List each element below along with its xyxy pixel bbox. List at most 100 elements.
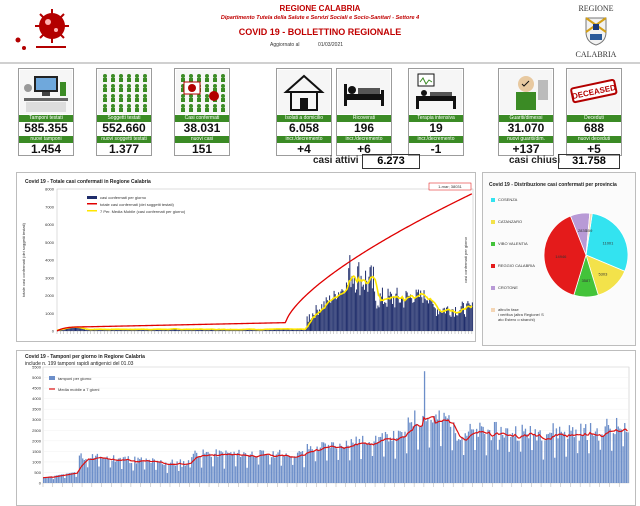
chart1-bar — [417, 289, 419, 331]
chart3-bar — [238, 449, 240, 483]
card-value: 19 — [429, 121, 443, 135]
card-value: 552.660 — [102, 121, 146, 135]
chart3-bar — [246, 467, 248, 483]
chart3-bar — [262, 450, 265, 483]
chart1-bar — [235, 329, 237, 331]
chart3-bar — [596, 428, 598, 483]
chart1-bar — [294, 329, 296, 331]
chart3-bar — [184, 465, 186, 483]
chart3-bar — [178, 470, 180, 483]
chart1-bar — [407, 295, 409, 331]
chart1-bar — [175, 329, 177, 331]
chart1-bar — [469, 304, 471, 331]
chart3-bar — [295, 457, 297, 483]
chart1-bar — [429, 298, 431, 331]
chart1-bar — [85, 329, 87, 331]
card-delta: 151 — [191, 142, 213, 156]
chart1-bar — [209, 329, 211, 331]
chart1-bar — [125, 329, 127, 331]
chart1-bar — [191, 329, 193, 331]
chart3-bar — [179, 459, 182, 483]
chart3-bar — [350, 439, 352, 483]
chart1-bar — [289, 329, 291, 331]
chart1-bar — [137, 329, 139, 331]
pie-slice-label: 359 — [586, 228, 593, 233]
chart1-bar — [172, 328, 174, 331]
chart1-bar — [425, 300, 427, 331]
chart3-bar — [355, 436, 357, 483]
chart3-bar — [521, 424, 523, 483]
chart3-bar — [91, 454, 94, 483]
chart3-bar — [235, 466, 237, 483]
chart1-bar — [180, 329, 182, 331]
chart1-bar — [116, 329, 118, 331]
chart3-bar — [480, 426, 483, 483]
chart3-legend-item: tamponi per giorno — [58, 376, 92, 381]
chart3-bar — [331, 442, 333, 483]
chart1-bar — [198, 329, 200, 331]
chart1-bar — [456, 315, 458, 331]
chart1-bar — [361, 286, 363, 331]
chart3-bar — [209, 453, 211, 483]
chart3-bar — [620, 429, 623, 483]
chart1-ytick-left: 2000 — [45, 293, 55, 298]
chart1-bar — [190, 329, 192, 331]
chart1-bar — [251, 329, 253, 331]
chart3-bar — [456, 440, 458, 483]
chart3-bar — [440, 446, 442, 483]
chart1-bar — [325, 297, 327, 331]
chart1-bar — [414, 298, 416, 331]
chart3-bar — [129, 463, 131, 483]
chart3-bar — [296, 452, 299, 483]
chart1-bar — [72, 327, 74, 331]
chart1-bar — [339, 294, 341, 331]
chart3-legend: tamponi per giorno Media mobile a 7 giorn… — [49, 376, 99, 392]
chart3-bar — [477, 436, 479, 483]
chart1-bar — [443, 307, 445, 331]
chart3-bar — [519, 451, 522, 483]
chart1-bar — [374, 291, 376, 331]
chart3-bar — [111, 460, 113, 483]
chart3-bar — [594, 431, 597, 483]
chart3-bar — [80, 453, 82, 483]
pie-slice-label: 5303 — [598, 272, 608, 277]
chart1-bar — [387, 288, 389, 331]
chart3-bar — [474, 450, 476, 483]
legend-swatch — [87, 203, 97, 205]
chart3-bar — [127, 456, 129, 483]
chart1-bar — [437, 309, 439, 331]
chart1-bar — [357, 266, 359, 331]
deceased-stamp-icon: DECEASED — [568, 70, 620, 114]
chart1-bar — [320, 311, 322, 331]
chart3-bar — [156, 460, 159, 483]
chart1-bar — [410, 294, 412, 331]
chart3-bar — [379, 436, 382, 483]
pie-legend-item: CATANZARO — [498, 219, 522, 224]
chart3-bar — [619, 428, 621, 483]
chart1-bar — [353, 277, 355, 331]
chart3-bar — [493, 422, 496, 483]
kpi-card: Terapia intensiva 19 incr./decremento -1 — [408, 68, 464, 156]
chart3-bar — [461, 436, 463, 483]
chart3-bar — [344, 447, 346, 483]
chart1-bar — [303, 329, 305, 331]
chart3-bar — [536, 440, 538, 483]
chart3-bar — [274, 457, 276, 483]
chart1-bar — [87, 329, 89, 331]
chart3-bar — [135, 463, 138, 483]
chart3-bar — [88, 459, 90, 483]
chart3-bar — [554, 457, 556, 483]
chart3-bar — [99, 456, 102, 483]
chart3-bar — [196, 452, 198, 483]
chart1-bar — [280, 328, 282, 331]
chart1-bar — [300, 328, 302, 331]
chart1-bar — [171, 328, 173, 331]
chart1-bar — [368, 276, 370, 331]
chart3-bar — [283, 456, 286, 483]
chart1-bar — [384, 302, 386, 331]
chart3-bar — [353, 444, 356, 483]
chart1-bar — [297, 329, 299, 331]
chart3-bar — [339, 443, 341, 483]
chart3-bar — [423, 371, 426, 483]
